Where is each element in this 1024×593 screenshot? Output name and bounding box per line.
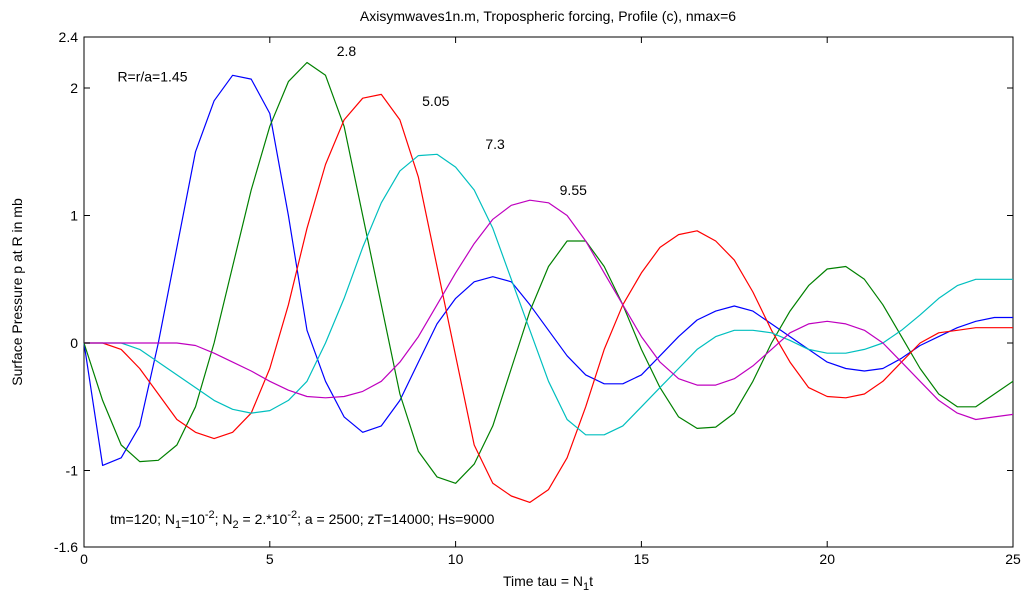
x-tick-label-0: 0 — [80, 551, 88, 567]
params-part-4: = 2.*10 — [239, 511, 288, 527]
y-tick-label-2: 0 — [70, 335, 78, 351]
params-part-5: ; a = 2500; zT=14000; Hs=9000 — [297, 511, 495, 527]
curve-label-1: R=r/a=1.45 — [117, 69, 187, 85]
parameters-annotation: tm=120; N1=10-2; N2 = 2.*10-2; a = 2500;… — [110, 509, 495, 531]
x-axis-label-sub: 1 — [583, 581, 589, 593]
params-exp-2: -2 — [287, 509, 297, 521]
params-exp-1: -2 — [205, 509, 215, 521]
series-line-5 — [84, 199, 1014, 421]
y-tick-label-4: 2 — [70, 80, 78, 96]
x-tick-label-2: 10 — [448, 551, 464, 567]
x-tick-label-3: 15 — [634, 551, 650, 567]
y-tick-label-3: 1 — [70, 208, 78, 224]
x-axis-label-tail: t — [589, 573, 593, 589]
y-tick-label-0: -1.6 — [54, 539, 78, 555]
x-tick-label-5: 25 — [1005, 551, 1021, 567]
params-part-2: =10 — [181, 511, 205, 527]
x-tick-label-4: 20 — [819, 551, 835, 567]
curve-label-5: 9.55 — [560, 182, 587, 198]
curve-label-3: 5.05 — [422, 93, 449, 109]
curve-label-4: 7.3 — [485, 136, 505, 152]
plot-area — [83, 36, 1014, 548]
params-sub-1: 1 — [175, 519, 181, 531]
annotation-layer: R=r/a=1.45 2.8 5.05 7.3 9.55 — [117, 43, 587, 198]
y-axis-label: Surface Pressure p at R in mb — [9, 198, 25, 386]
chart-title: Axisymwaves1n.m, Tropospheric forcing, P… — [360, 8, 736, 24]
series-layer — [83, 61, 1014, 503]
ticks-layer: 0 5 10 15 20 25 -1.6 -1 0 1 2 2.4 — [54, 29, 1021, 567]
y-tick-label-1: -1 — [66, 463, 79, 479]
series-line-1 — [83, 74, 1013, 466]
params-sub-2: 2 — [233, 519, 239, 531]
x-axis-label: Time tau = N1t — [503, 573, 593, 593]
series-line-2 — [83, 61, 1014, 484]
curve-label-2: 2.8 — [337, 43, 357, 59]
series-line-4 — [84, 153, 1013, 436]
y-tick-label-5: 2.4 — [59, 29, 79, 45]
series-line-3 — [84, 93, 1013, 503]
params-part-3: ; N — [215, 511, 233, 527]
x-tick-label-1: 5 — [266, 551, 274, 567]
x-axis-label-main: Time tau = N — [503, 573, 583, 589]
params-part-1: tm=120; N — [110, 511, 175, 527]
